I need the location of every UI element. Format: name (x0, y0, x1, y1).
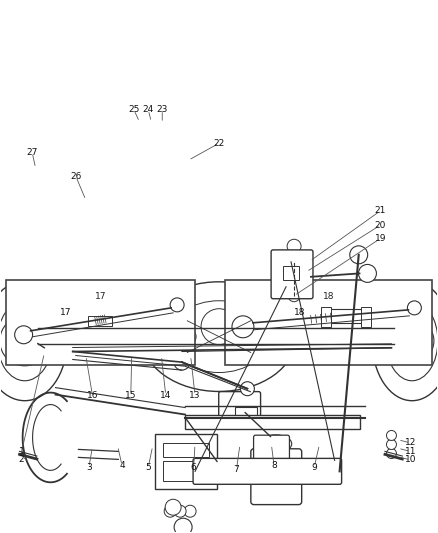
Bar (283, 266, 299, 280)
Circle shape (386, 449, 396, 458)
Ellipse shape (0, 301, 52, 381)
Text: 17: 17 (95, 292, 106, 301)
Text: 7: 7 (233, 465, 239, 474)
Text: 24: 24 (143, 105, 154, 114)
Text: 27: 27 (26, 148, 38, 157)
Text: 1: 1 (19, 447, 25, 456)
Text: 23: 23 (156, 105, 168, 114)
Bar (264, 442, 288, 456)
Circle shape (201, 309, 237, 345)
Circle shape (174, 354, 190, 370)
Text: 25: 25 (128, 105, 140, 114)
FancyBboxPatch shape (271, 250, 313, 298)
Text: 5: 5 (145, 463, 151, 472)
Circle shape (0, 316, 49, 366)
Circle shape (384, 340, 399, 356)
Bar (361, 308, 371, 327)
Circle shape (184, 505, 196, 517)
Circle shape (350, 246, 367, 264)
Text: 17: 17 (60, 308, 72, 317)
Text: 8: 8 (271, 461, 277, 470)
Bar (225, 280, 432, 365)
Text: 26: 26 (70, 172, 81, 181)
Circle shape (240, 382, 254, 395)
Bar (163, 443, 209, 457)
Ellipse shape (142, 282, 296, 391)
Circle shape (14, 326, 32, 344)
Text: 4: 4 (119, 461, 125, 470)
Bar (185, 415, 360, 430)
Bar (149, 344, 166, 358)
Text: 21: 21 (375, 206, 386, 215)
Text: 18: 18 (323, 292, 334, 301)
Circle shape (37, 344, 51, 359)
Bar (159, 343, 170, 360)
Ellipse shape (260, 435, 292, 453)
FancyBboxPatch shape (219, 392, 261, 427)
FancyBboxPatch shape (251, 449, 302, 505)
Circle shape (174, 505, 186, 517)
Circle shape (232, 316, 254, 338)
Circle shape (390, 319, 434, 363)
Ellipse shape (372, 281, 438, 401)
Ellipse shape (386, 301, 438, 381)
Circle shape (164, 505, 176, 517)
Circle shape (407, 301, 421, 315)
Circle shape (358, 264, 376, 282)
Text: 10: 10 (404, 455, 416, 464)
Ellipse shape (169, 301, 269, 373)
Circle shape (242, 329, 258, 345)
Text: 6: 6 (191, 463, 197, 472)
Circle shape (180, 329, 196, 345)
Circle shape (288, 290, 300, 302)
FancyBboxPatch shape (193, 458, 342, 484)
Circle shape (165, 499, 181, 515)
Circle shape (65, 344, 81, 359)
Text: 14: 14 (160, 391, 171, 400)
Text: 19: 19 (375, 234, 386, 243)
Bar (88, 316, 112, 326)
Bar (177, 343, 187, 360)
Text: 9: 9 (311, 463, 317, 472)
Text: 20: 20 (375, 221, 386, 230)
Bar (326, 310, 364, 324)
Bar (6, 280, 195, 365)
FancyBboxPatch shape (254, 435, 290, 469)
Bar (155, 434, 217, 489)
Circle shape (170, 298, 184, 312)
Text: 13: 13 (189, 391, 201, 400)
Circle shape (13, 329, 37, 353)
Text: 3: 3 (86, 463, 92, 472)
Circle shape (287, 239, 301, 253)
Circle shape (386, 440, 396, 449)
Bar (321, 308, 331, 327)
Circle shape (402, 331, 422, 351)
Bar (235, 407, 257, 421)
Circle shape (174, 518, 192, 533)
Text: 12: 12 (405, 439, 416, 447)
Text: 22: 22 (213, 139, 225, 148)
Text: 15: 15 (125, 391, 137, 400)
Ellipse shape (0, 281, 67, 401)
Text: 2: 2 (19, 455, 25, 464)
Text: 11: 11 (404, 447, 416, 456)
Bar (163, 462, 209, 481)
Text: 16: 16 (87, 391, 98, 400)
Text: 18: 18 (294, 308, 306, 317)
Circle shape (386, 431, 396, 440)
